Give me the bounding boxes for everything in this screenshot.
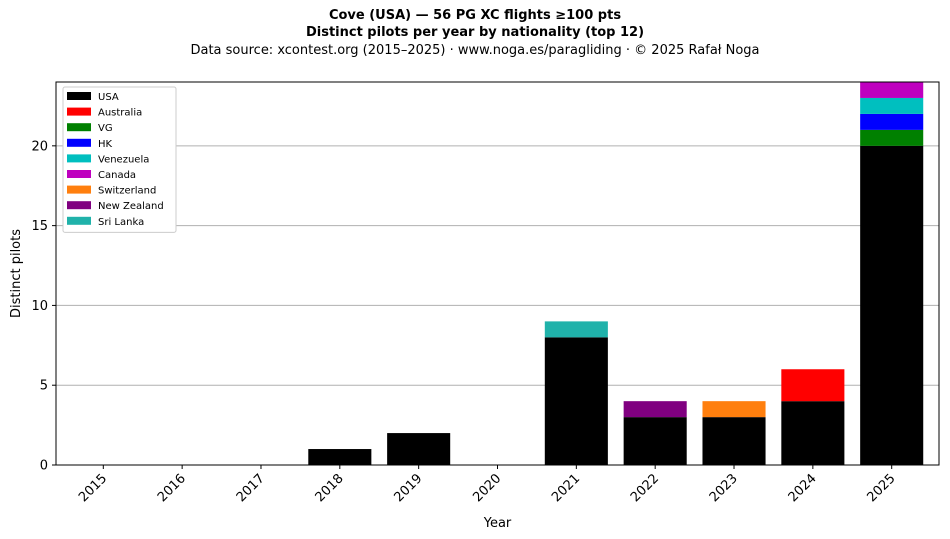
chart-subtitle: Distinct pilots per year by nationality … xyxy=(305,25,645,40)
bar-segment xyxy=(860,82,924,98)
legend-swatch xyxy=(67,107,91,116)
bar-segment xyxy=(860,145,924,465)
x-axis-label: Year xyxy=(483,516,512,531)
bar-segment xyxy=(781,369,845,402)
bar-segment xyxy=(308,449,372,465)
bar-segment xyxy=(623,417,687,466)
y-tick-label: 10 xyxy=(31,299,48,314)
x-tick-label: 2023 xyxy=(707,471,741,505)
chart-title: Cove (USA) — 56 PG XC flights ≥100 pts xyxy=(328,8,622,23)
bars xyxy=(308,82,924,466)
grid-lines xyxy=(56,145,939,386)
bar-segment xyxy=(702,401,766,418)
legend-swatch xyxy=(67,170,91,178)
x-tick-label: 2024 xyxy=(786,471,820,505)
x-tick-label: 2025 xyxy=(865,471,899,505)
legend-label: USA xyxy=(98,92,119,103)
x-tick-label: 2020 xyxy=(470,471,504,505)
x-tick-label: 2018 xyxy=(313,471,347,505)
bar-segment xyxy=(544,321,608,338)
x-tick-label: 2016 xyxy=(155,471,189,505)
bar-segment xyxy=(702,417,766,466)
bar-segment xyxy=(860,113,924,130)
y-tick-label: 20 xyxy=(31,139,48,154)
bar-segment xyxy=(860,129,924,146)
legend-swatch xyxy=(67,185,91,194)
legend-label: Canada xyxy=(98,170,136,181)
bar-segment xyxy=(544,337,608,465)
y-axis-label: Distinct pilots xyxy=(9,229,24,318)
legend: USA Australia VG HK Venezuela Canada Switzerla… xyxy=(62,86,177,233)
y-tick-label: 0 xyxy=(40,459,48,474)
legend-swatch xyxy=(67,154,91,163)
x-tick-label: 2019 xyxy=(391,471,425,505)
legend-box xyxy=(62,86,177,233)
legend-label: Sri Lanka xyxy=(98,217,144,228)
legend-label: New Zealand xyxy=(98,201,164,212)
legend-swatch xyxy=(67,92,91,100)
bar-segment xyxy=(781,401,845,465)
legend-label: Switzerland xyxy=(98,186,156,197)
y-tick-label: 5 xyxy=(40,379,48,394)
x-tick-label: 2022 xyxy=(628,471,662,505)
legend-label: Venezuela xyxy=(98,154,149,165)
legend-label: VG xyxy=(98,123,113,134)
x-tick-label: 2021 xyxy=(549,471,583,505)
legend-swatch xyxy=(67,201,91,210)
bar-segment xyxy=(387,433,451,465)
x-tick-label: 2017 xyxy=(234,471,268,505)
legend-swatch xyxy=(67,216,91,225)
legend-label: Australia xyxy=(98,108,142,119)
legend-swatch xyxy=(67,123,91,132)
chart-source: Data source: xcontest.org (2015–2025) · … xyxy=(190,43,760,58)
y-tick-label: 15 xyxy=(31,219,48,234)
legend-swatch xyxy=(67,138,91,147)
legend-label: HK xyxy=(98,139,113,150)
bar-segment xyxy=(623,401,687,418)
x-tick-label: 2015 xyxy=(76,471,110,505)
bar-segment xyxy=(860,97,924,114)
